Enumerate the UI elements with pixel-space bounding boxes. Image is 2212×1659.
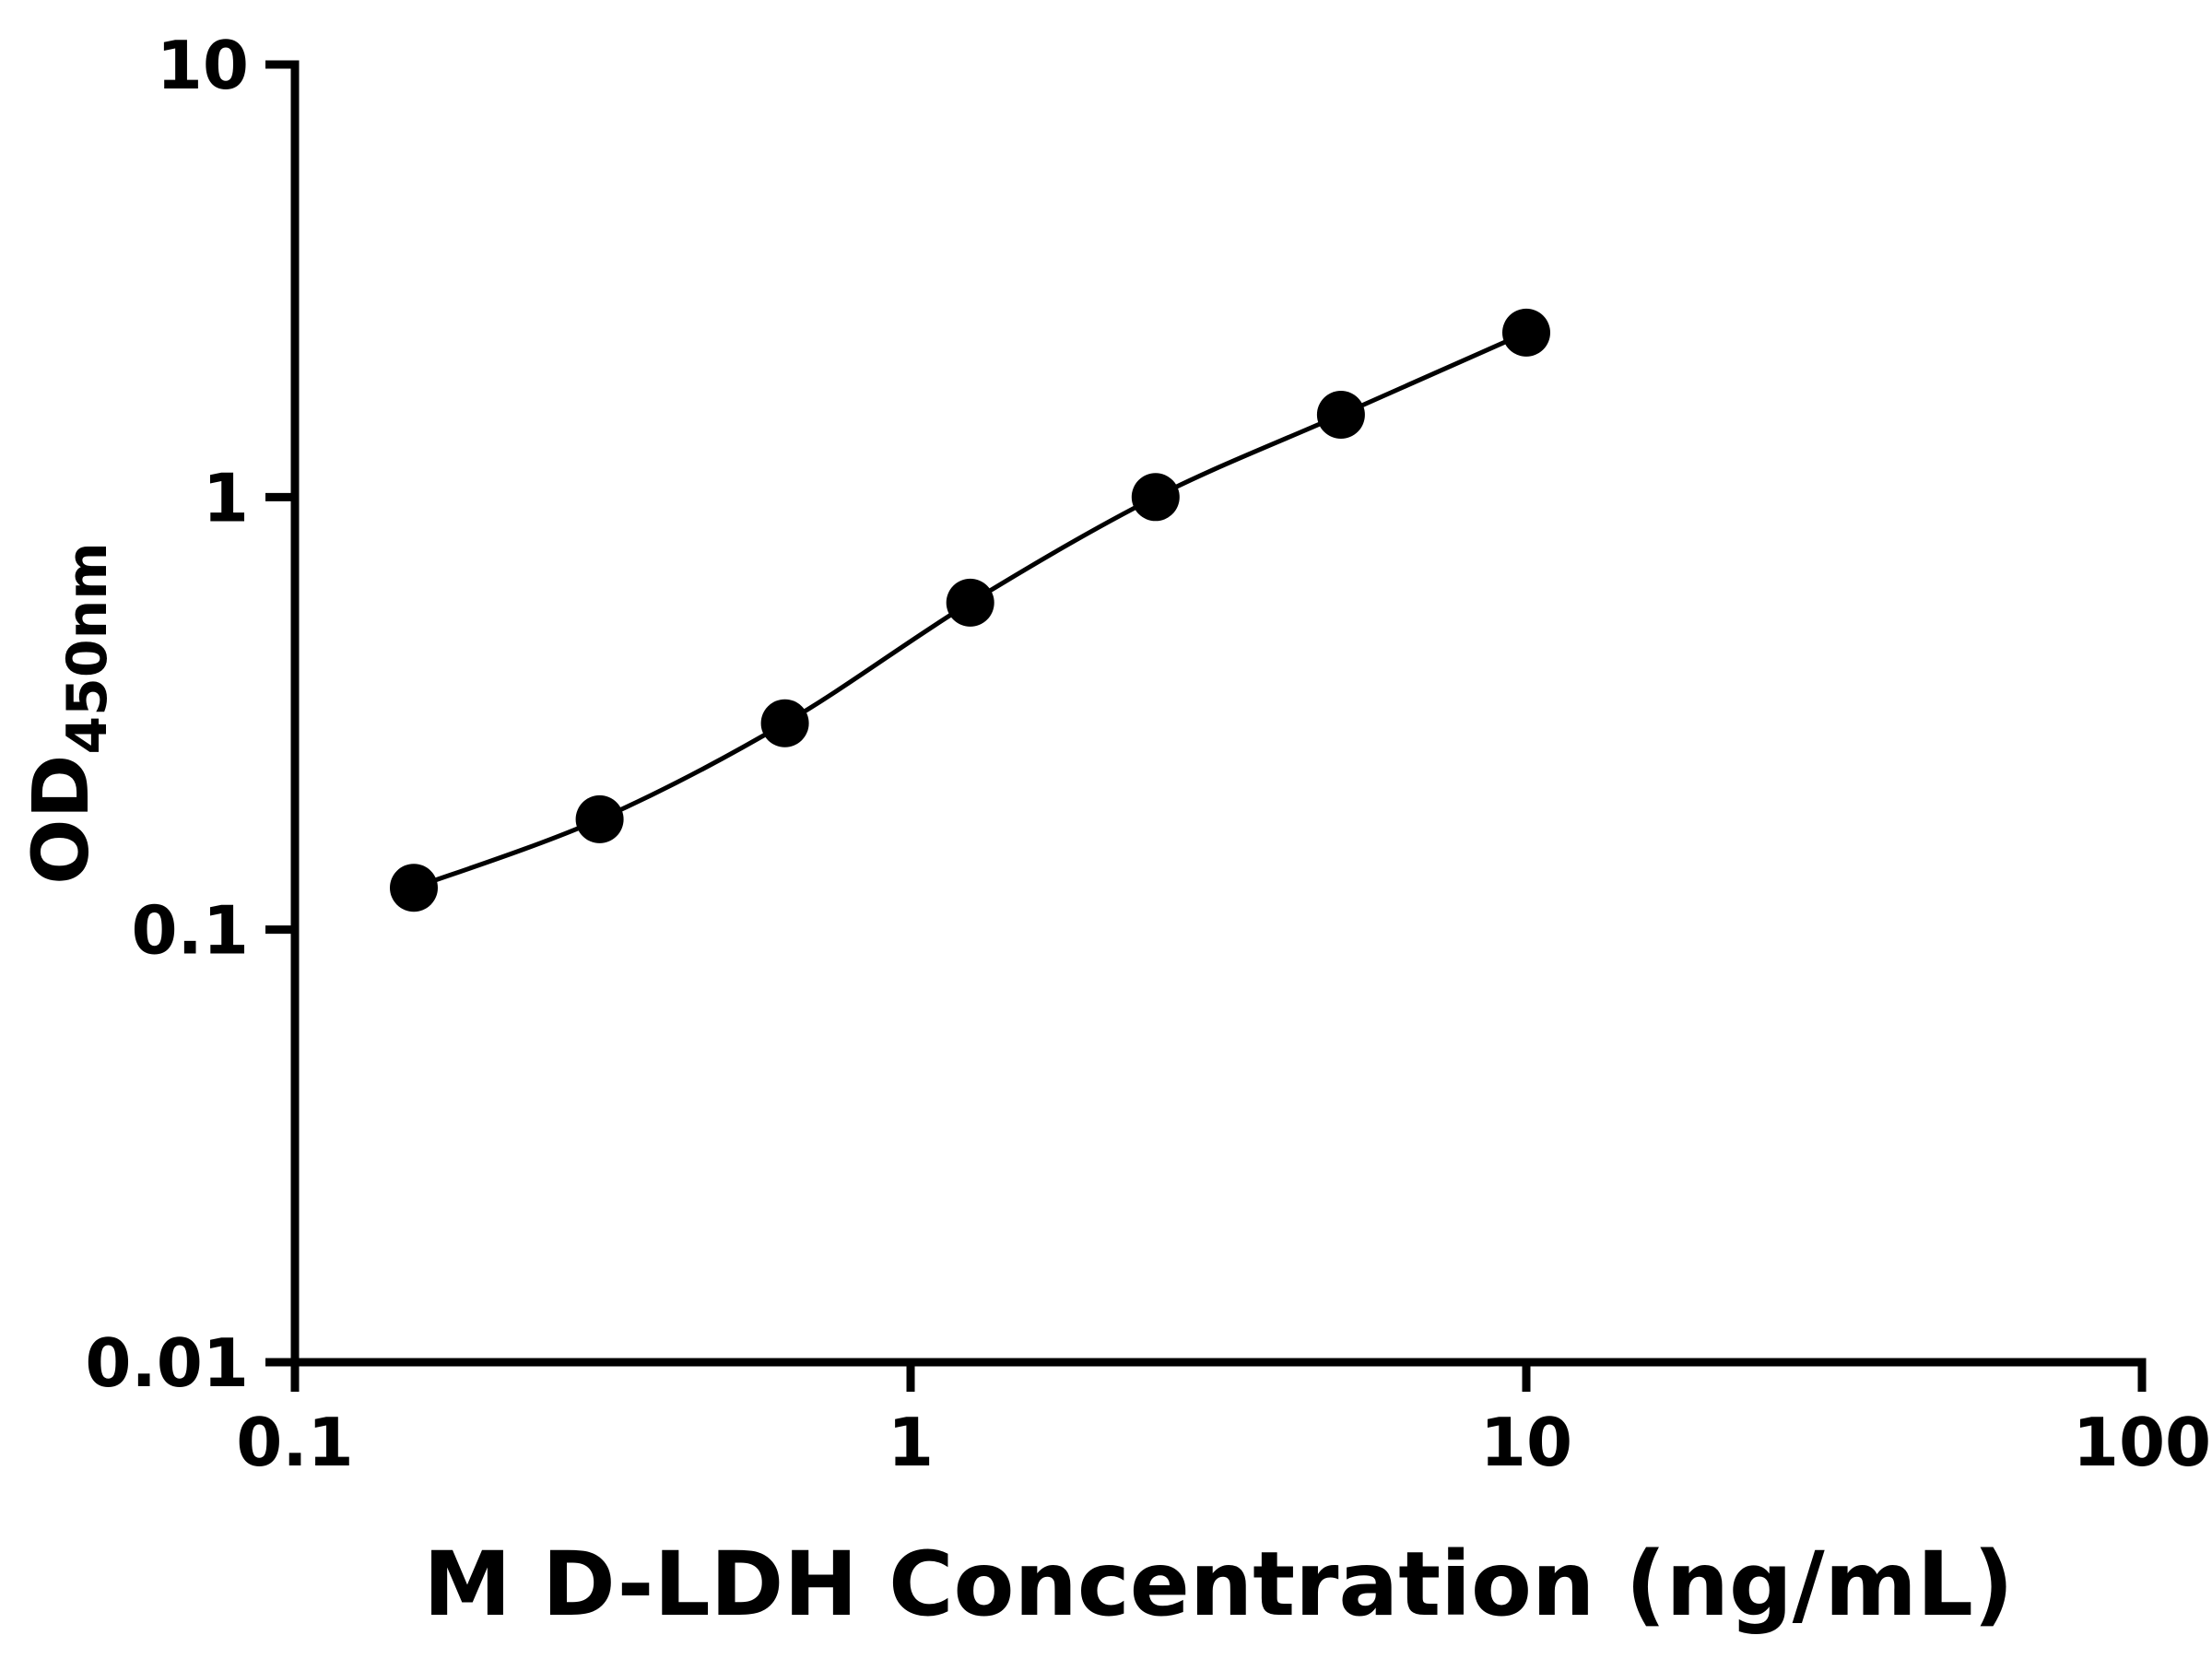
x-tick-label: 10 xyxy=(1480,1404,1572,1481)
data-point xyxy=(575,794,624,843)
y-tick-label: 1 xyxy=(203,459,249,536)
data-point xyxy=(1131,473,1180,522)
x-tick-label: 100 xyxy=(2073,1404,2211,1481)
data-point xyxy=(760,699,809,747)
y-tick-label: 10 xyxy=(157,27,249,104)
y-axis-title: OD450nm xyxy=(16,542,120,885)
y-tick-label: 0.01 xyxy=(85,1324,249,1402)
data-point xyxy=(390,864,438,912)
data-point xyxy=(1502,308,1550,357)
x-tick-label: 1 xyxy=(888,1404,934,1481)
x-axis-title: M D-LDH Concentration (ng/mL) xyxy=(423,1533,2014,1636)
data-point xyxy=(946,578,994,627)
x-tick-label: 0.1 xyxy=(236,1404,354,1481)
y-tick-label: 0.1 xyxy=(131,892,249,970)
data-point xyxy=(1316,391,1365,439)
